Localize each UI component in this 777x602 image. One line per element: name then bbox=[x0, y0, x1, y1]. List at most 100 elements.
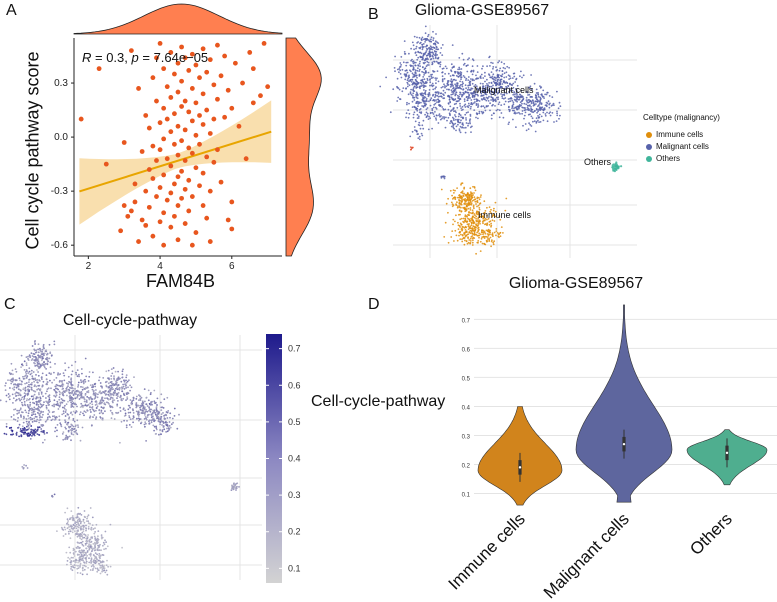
score-cell-point bbox=[87, 514, 90, 517]
panel-a-data-point bbox=[200, 46, 206, 52]
malignant-cell-point bbox=[418, 85, 421, 88]
malignant-cell-point bbox=[487, 100, 490, 102]
panel-a-data-point bbox=[121, 140, 127, 145]
immune-cell-point bbox=[460, 200, 462, 202]
malignant-cell-point bbox=[419, 65, 421, 68]
malignant-cell-point bbox=[451, 67, 454, 69]
malignant-cell-point bbox=[518, 111, 520, 114]
score-cell-point bbox=[33, 356, 35, 358]
score-cell-point bbox=[104, 397, 106, 400]
score-cell-point bbox=[72, 556, 74, 559]
malignant-cell-point bbox=[459, 102, 461, 105]
score-cell-point bbox=[80, 549, 83, 552]
score-cell-point bbox=[72, 566, 75, 569]
score-cell-point bbox=[77, 512, 80, 515]
score-cell-point bbox=[37, 399, 40, 402]
immune-cell-point bbox=[468, 239, 471, 241]
malignant-cell-point bbox=[474, 101, 476, 103]
malignant-cell-point bbox=[516, 112, 518, 114]
score-cell-point bbox=[85, 542, 88, 544]
malignant-cell-point bbox=[436, 77, 438, 80]
score-cell-point bbox=[64, 426, 67, 429]
malignant-cell-point bbox=[431, 107, 434, 110]
score-cell-point bbox=[152, 424, 155, 427]
score-cell-point bbox=[93, 398, 96, 400]
score-cell-point bbox=[99, 382, 102, 384]
score-cell-point bbox=[39, 349, 42, 351]
malignant-cell-point bbox=[396, 68, 399, 71]
score-cell-point bbox=[145, 408, 148, 411]
score-cell-point bbox=[59, 403, 62, 405]
score-cell-point bbox=[38, 434, 41, 436]
score-cell-point bbox=[46, 416, 49, 419]
malignant-cell-point bbox=[475, 100, 478, 103]
score-cell-point bbox=[77, 567, 80, 569]
immune-cell-point bbox=[459, 213, 461, 216]
score-cell-point bbox=[108, 395, 111, 397]
malignant-cell-point bbox=[470, 99, 473, 101]
score-cell-point bbox=[5, 433, 8, 436]
score-cell-point bbox=[30, 386, 33, 389]
malignant-cell-point bbox=[556, 114, 559, 117]
panel-d-x-tick-label: Immune cells bbox=[445, 509, 529, 593]
score-cell-point bbox=[77, 565, 79, 567]
score-cell-point bbox=[138, 399, 140, 402]
malignant-cell-point bbox=[428, 50, 431, 53]
malignant-cell-point bbox=[538, 100, 541, 103]
score-cell-point bbox=[72, 417, 75, 420]
malignant-cell-point bbox=[410, 94, 413, 96]
score-cell-point bbox=[127, 392, 130, 395]
score-cell-point bbox=[38, 426, 41, 429]
score-cell-point bbox=[68, 532, 70, 535]
score-cell-point bbox=[68, 528, 71, 531]
p-value: = 7.64e−05 bbox=[138, 50, 209, 65]
score-cell-point bbox=[14, 393, 17, 395]
score-cell-point bbox=[72, 523, 75, 526]
immune-cell-point bbox=[468, 203, 471, 206]
immune-cell-point bbox=[486, 238, 489, 240]
score-cell-point bbox=[30, 359, 33, 361]
score-cell-point bbox=[92, 554, 95, 556]
immune-cell-point bbox=[467, 217, 469, 220]
score-cell-point bbox=[25, 369, 28, 371]
score-cell-point bbox=[71, 413, 74, 416]
malignant-cell-point bbox=[492, 66, 495, 68]
score-cell-point bbox=[130, 426, 133, 428]
malignant-cell-point bbox=[441, 175, 444, 178]
score-cell-point bbox=[41, 372, 44, 375]
immune-cell-point bbox=[478, 236, 480, 239]
malignant-cell-point bbox=[422, 119, 425, 122]
others-cell-point bbox=[617, 165, 620, 168]
panel-a-data-point bbox=[182, 221, 188, 226]
malignant-cell-point bbox=[537, 115, 539, 117]
score-cell-point bbox=[127, 408, 130, 411]
immune-cell-point bbox=[490, 222, 492, 225]
score-cell-point bbox=[42, 431, 44, 434]
score-cell-point bbox=[126, 396, 129, 398]
malignant-cell-point bbox=[408, 74, 410, 77]
score-cell-point bbox=[137, 404, 140, 407]
score-cell-point bbox=[10, 380, 13, 383]
immune-cell-point bbox=[483, 200, 486, 203]
r-symbol: R bbox=[82, 50, 92, 65]
malignant-cell-point bbox=[421, 85, 423, 87]
malignant-cell-point bbox=[518, 98, 521, 101]
violin-median bbox=[518, 466, 522, 469]
score-cell-point bbox=[54, 395, 57, 398]
score-cell-point bbox=[43, 365, 46, 368]
malignant-cell-point bbox=[487, 105, 489, 107]
malignant-cell-point bbox=[418, 74, 421, 76]
score-cell-point bbox=[106, 573, 109, 576]
malignant-cell-point bbox=[514, 81, 516, 83]
immune-cell-point bbox=[485, 229, 488, 232]
malignant-cell-point bbox=[410, 70, 412, 73]
malignant-cell-point bbox=[468, 57, 470, 59]
score-cell-point bbox=[141, 400, 144, 403]
score-cell-point bbox=[161, 424, 164, 426]
malignant-cell-point bbox=[412, 92, 415, 95]
malignant-cell-point bbox=[473, 90, 476, 93]
score-cell-point bbox=[67, 526, 70, 528]
malignant-cell-point bbox=[434, 111, 436, 113]
malignant-cell-point bbox=[477, 94, 479, 97]
score-cell-point bbox=[33, 349, 36, 352]
